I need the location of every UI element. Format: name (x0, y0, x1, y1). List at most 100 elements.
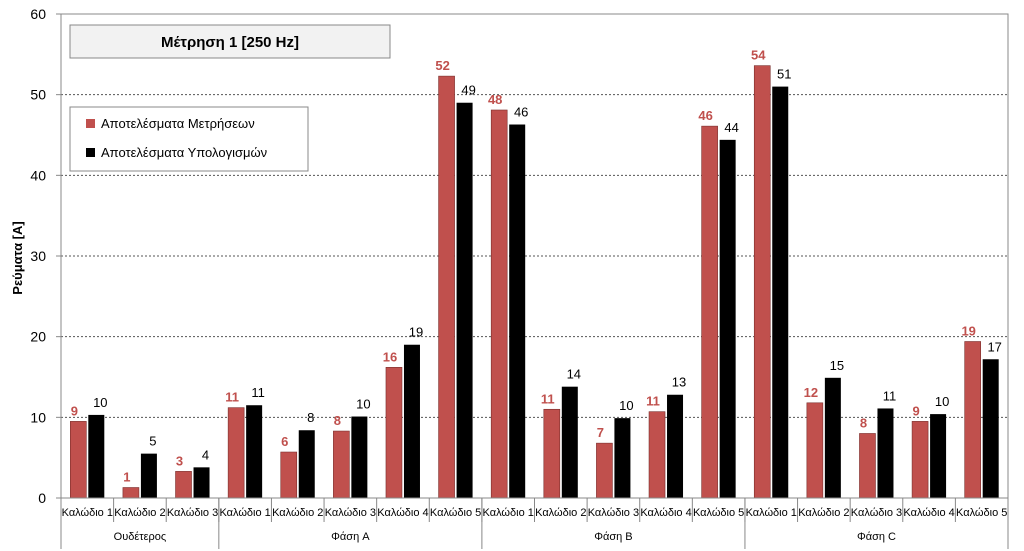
data-label-measured: 6 (281, 434, 288, 449)
data-label-calculated: 17 (987, 339, 1001, 354)
data-label-calculated: 11 (251, 385, 265, 400)
bar-calculated (982, 359, 999, 498)
bar-calculated (456, 102, 473, 498)
data-label-calculated: 10 (93, 395, 107, 410)
bar-calculated (246, 405, 263, 498)
bar-measured (753, 65, 771, 499)
bar-calculated (351, 416, 368, 498)
x-tick-label: Καλώδιο 1 (483, 507, 534, 519)
y-tick-label: 20 (30, 329, 46, 345)
y-tick-labels: 0 10 20 30 40 50 60 (30, 6, 46, 506)
y-tick-label: 50 (30, 87, 46, 103)
y-tick-label: 30 (30, 248, 46, 264)
bar-measured (596, 442, 613, 499)
data-label-measured: 11 (646, 394, 660, 409)
bar-calculated (772, 86, 789, 498)
x-tick-label: Καλώδιο 1 (62, 507, 113, 519)
x-tick-label: Καλώδιο 3 (851, 507, 902, 519)
bars (70, 65, 999, 499)
bar-calculated (877, 408, 894, 498)
data-label-measured: 1 (123, 470, 130, 485)
x-tick-label: Καλώδιο 4 (903, 507, 954, 519)
x-tick-label: Καλώδιο 5 (430, 507, 481, 519)
bar-measured (648, 411, 666, 499)
bar-measured (859, 433, 876, 499)
axes (56, 13, 1009, 549)
x-tick-label: Καλώδιο 5 (956, 507, 1007, 519)
y-tick-label: 60 (30, 6, 46, 22)
data-label-measured: 3 (176, 453, 183, 468)
bar-calculated (193, 467, 210, 498)
data-label-measured: 9 (71, 403, 78, 418)
grid-lines (61, 94, 1008, 418)
x-tick-label: Καλώδιο 4 (640, 507, 691, 519)
bar-measured (280, 451, 298, 499)
legend: Αποτελέσματα Μετρήσεων Αποτελέσματα Υπολ… (69, 106, 309, 172)
x-tick-label: Καλώδιο 3 (325, 507, 376, 519)
x-tick-label: Καλώδιο 1 (746, 507, 797, 519)
group-label: Φάση A (331, 531, 370, 543)
bar-calculated (509, 124, 526, 498)
x-tick-label: Καλώδιο 3 (167, 507, 218, 519)
bar-measured (543, 408, 561, 499)
data-label-measured: 9 (912, 403, 919, 418)
data-label-measured: 12 (804, 385, 818, 400)
y-tick-label: 10 (30, 409, 46, 425)
x-tick-labels: Καλώδιο 1 Καλώδιο 2 Καλώδιο 3 Καλώδιο 1 Καλώ… (62, 507, 1008, 519)
x-tick-label: Καλώδιο 3 (588, 507, 639, 519)
bar-measured (175, 471, 192, 499)
data-label-measured: 54 (751, 48, 766, 63)
bar-measured (70, 421, 87, 499)
group-label: Φάση B (594, 531, 632, 543)
legend-swatch-calculated (86, 148, 95, 157)
x-tick-label: Καλώδιο 2 (798, 507, 849, 519)
bar-calculated (614, 418, 631, 498)
bar-measured (333, 430, 350, 499)
data-label-calculated: 15 (830, 358, 844, 373)
bar-calculated (561, 386, 578, 498)
group-label: Ουδέτερος (114, 531, 167, 543)
x-tick-label: Καλώδιο 1 (219, 507, 270, 519)
bar-measured (438, 75, 455, 499)
x-tick-label: Καλώδιο 5 (693, 507, 744, 519)
bar-measured (385, 367, 403, 499)
data-label-measured: 11 (541, 391, 555, 406)
data-label-calculated: 19 (409, 325, 423, 340)
data-label-calculated: 49 (461, 83, 475, 98)
legend-label-measured: Αποτελέσματα Μετρήσεων (101, 116, 255, 131)
legend-label-calculated: Αποτελέσματα Υπολογισμών (101, 145, 267, 160)
data-label-measured: 16 (383, 349, 397, 364)
data-label-calculated: 4 (202, 447, 209, 462)
legend-swatch-measured (86, 119, 95, 128)
bar-calculated (298, 430, 315, 498)
y-tick-label: 0 (38, 490, 46, 506)
data-label-measured: 8 (334, 413, 341, 428)
bar-measured (490, 109, 508, 499)
bar-measured (964, 341, 981, 499)
bar-measured (806, 402, 824, 499)
data-label-measured: 46 (698, 108, 712, 123)
x-tick-label: Καλώδιο 2 (272, 507, 323, 519)
bar-calculated (719, 139, 736, 498)
data-label-calculated: 10 (935, 394, 949, 409)
data-label-measured: 11 (225, 390, 239, 405)
data-label-calculated: 44 (724, 120, 738, 135)
y-axis-label: Ρεύματα [A] (10, 221, 25, 294)
data-label-measured: 8 (860, 415, 867, 430)
data-label-calculated: 8 (307, 410, 314, 425)
bar-measured (122, 487, 140, 499)
bar-calculated (930, 414, 947, 498)
data-label-calculated: 13 (672, 375, 686, 390)
bar-measured (911, 421, 929, 499)
data-label-measured: 48 (488, 92, 502, 107)
chart-title-box: Μέτρηση 1 [250 Hz] (69, 24, 391, 59)
bar-calculated (403, 344, 420, 498)
x-tick-label: Καλώδιο 2 (114, 507, 165, 519)
y-tick-label: 40 (30, 167, 46, 183)
bar-measured (701, 125, 718, 499)
data-label-calculated: 10 (619, 398, 633, 413)
bar-calculated (667, 394, 684, 498)
x-tick-label: Καλώδιο 2 (535, 507, 586, 519)
